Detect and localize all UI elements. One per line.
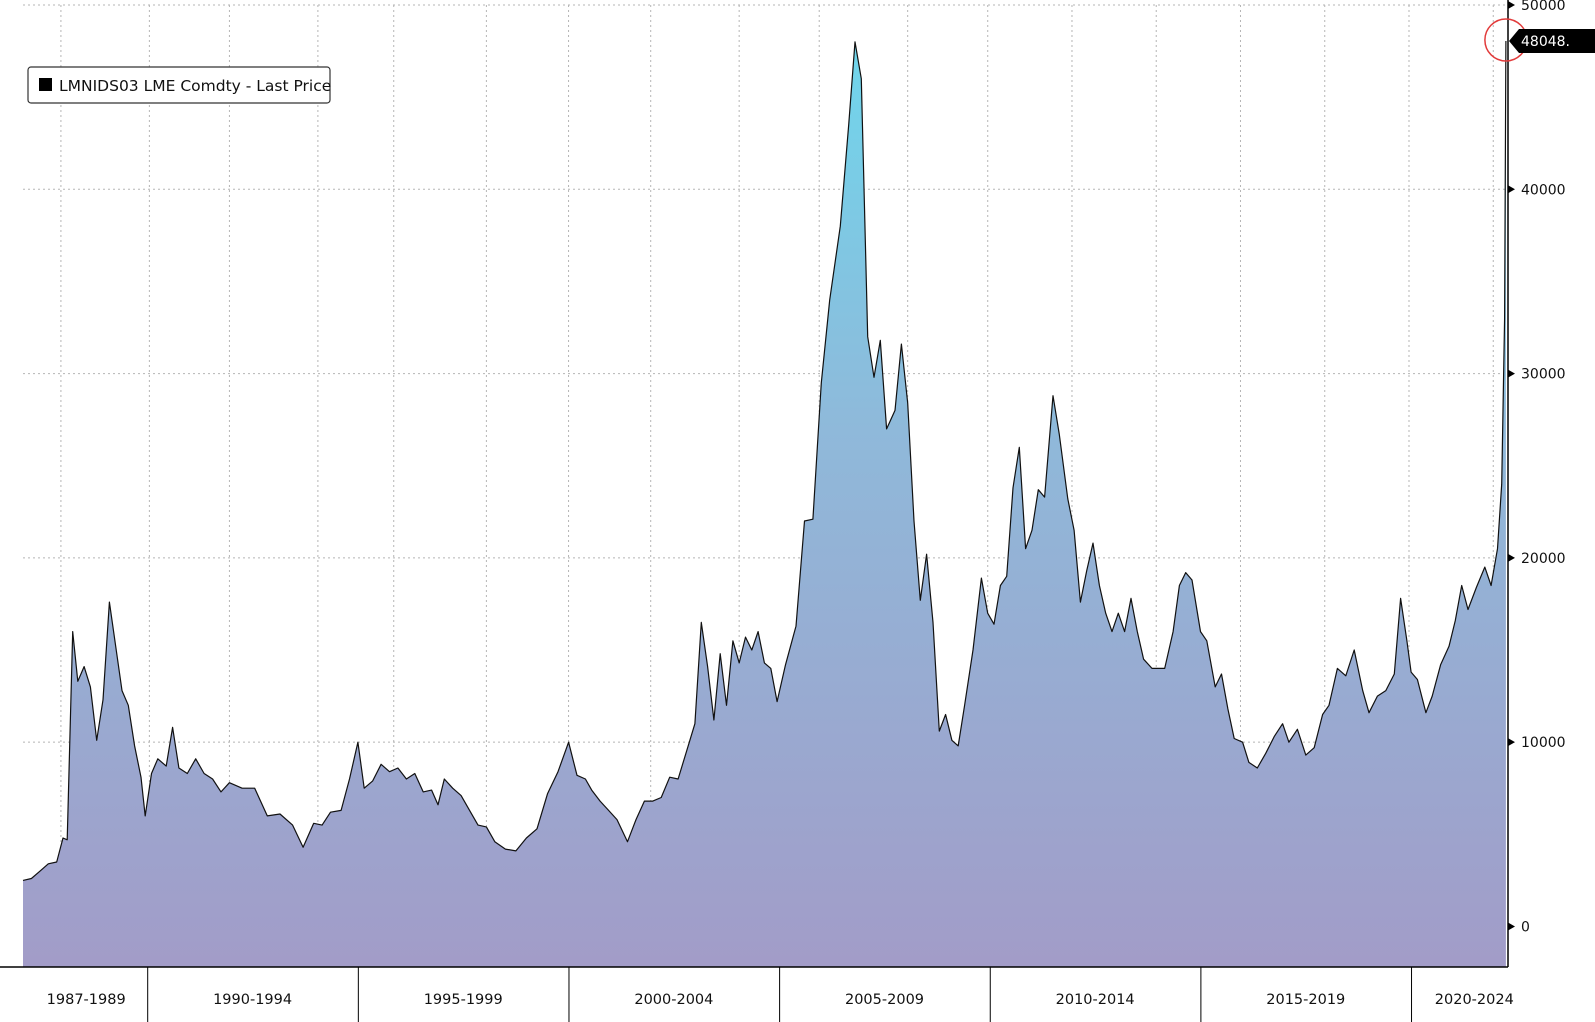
legend-label: LMNIDS03 LME Comdty - Last Price — [59, 77, 331, 95]
last-price-marker: 48048. — [1484, 18, 1595, 62]
y-tick-label: 20000 — [1521, 551, 1566, 567]
axes — [0, 0, 1515, 1022]
y-tick-label: 50000 — [1521, 0, 1566, 14]
series-area — [22, 40, 1507, 967]
x-category-label: 1990-1994 — [213, 992, 292, 1008]
y-tick-mark — [1508, 1, 1515, 9]
y-tick-mark — [1508, 738, 1515, 747]
y-tick-mark — [1508, 922, 1515, 931]
y-tick-mark — [1508, 185, 1515, 194]
y-tick-mark — [1508, 553, 1515, 562]
x-category-label: 2000-2004 — [634, 992, 713, 1008]
series-line — [22, 40, 1507, 881]
axis-labels: 1987-1989 1990-1994 1995-1999 2000-2004 2005… — [47, 0, 1566, 1008]
x-category-label: 2015-2019 — [1266, 992, 1345, 1008]
legend: LMNIDS03 LME Comdty - Last Price — [27, 66, 331, 104]
x-category-label: 1987-1989 — [47, 992, 126, 1008]
x-category-label: 2005-2009 — [845, 992, 924, 1008]
last-price-label: 48048. — [1521, 34, 1570, 50]
y-tick-label: 0 — [1521, 919, 1530, 935]
x-category-label: 2010-2014 — [1056, 992, 1135, 1008]
x-category-label: 1995-1999 — [424, 992, 503, 1008]
legend-box — [27, 66, 331, 104]
y-tick-label: 30000 — [1521, 367, 1566, 383]
x-category-label: 2020-2024 — [1435, 992, 1514, 1008]
legend-swatch — [39, 78, 52, 91]
y-tick-mark — [1508, 369, 1515, 378]
y-tick-label: 10000 — [1521, 735, 1566, 751]
series-area-fill — [23, 41, 1506, 967]
y-tick-label: 40000 — [1521, 182, 1566, 198]
last-price-badge — [1509, 28, 1595, 53]
